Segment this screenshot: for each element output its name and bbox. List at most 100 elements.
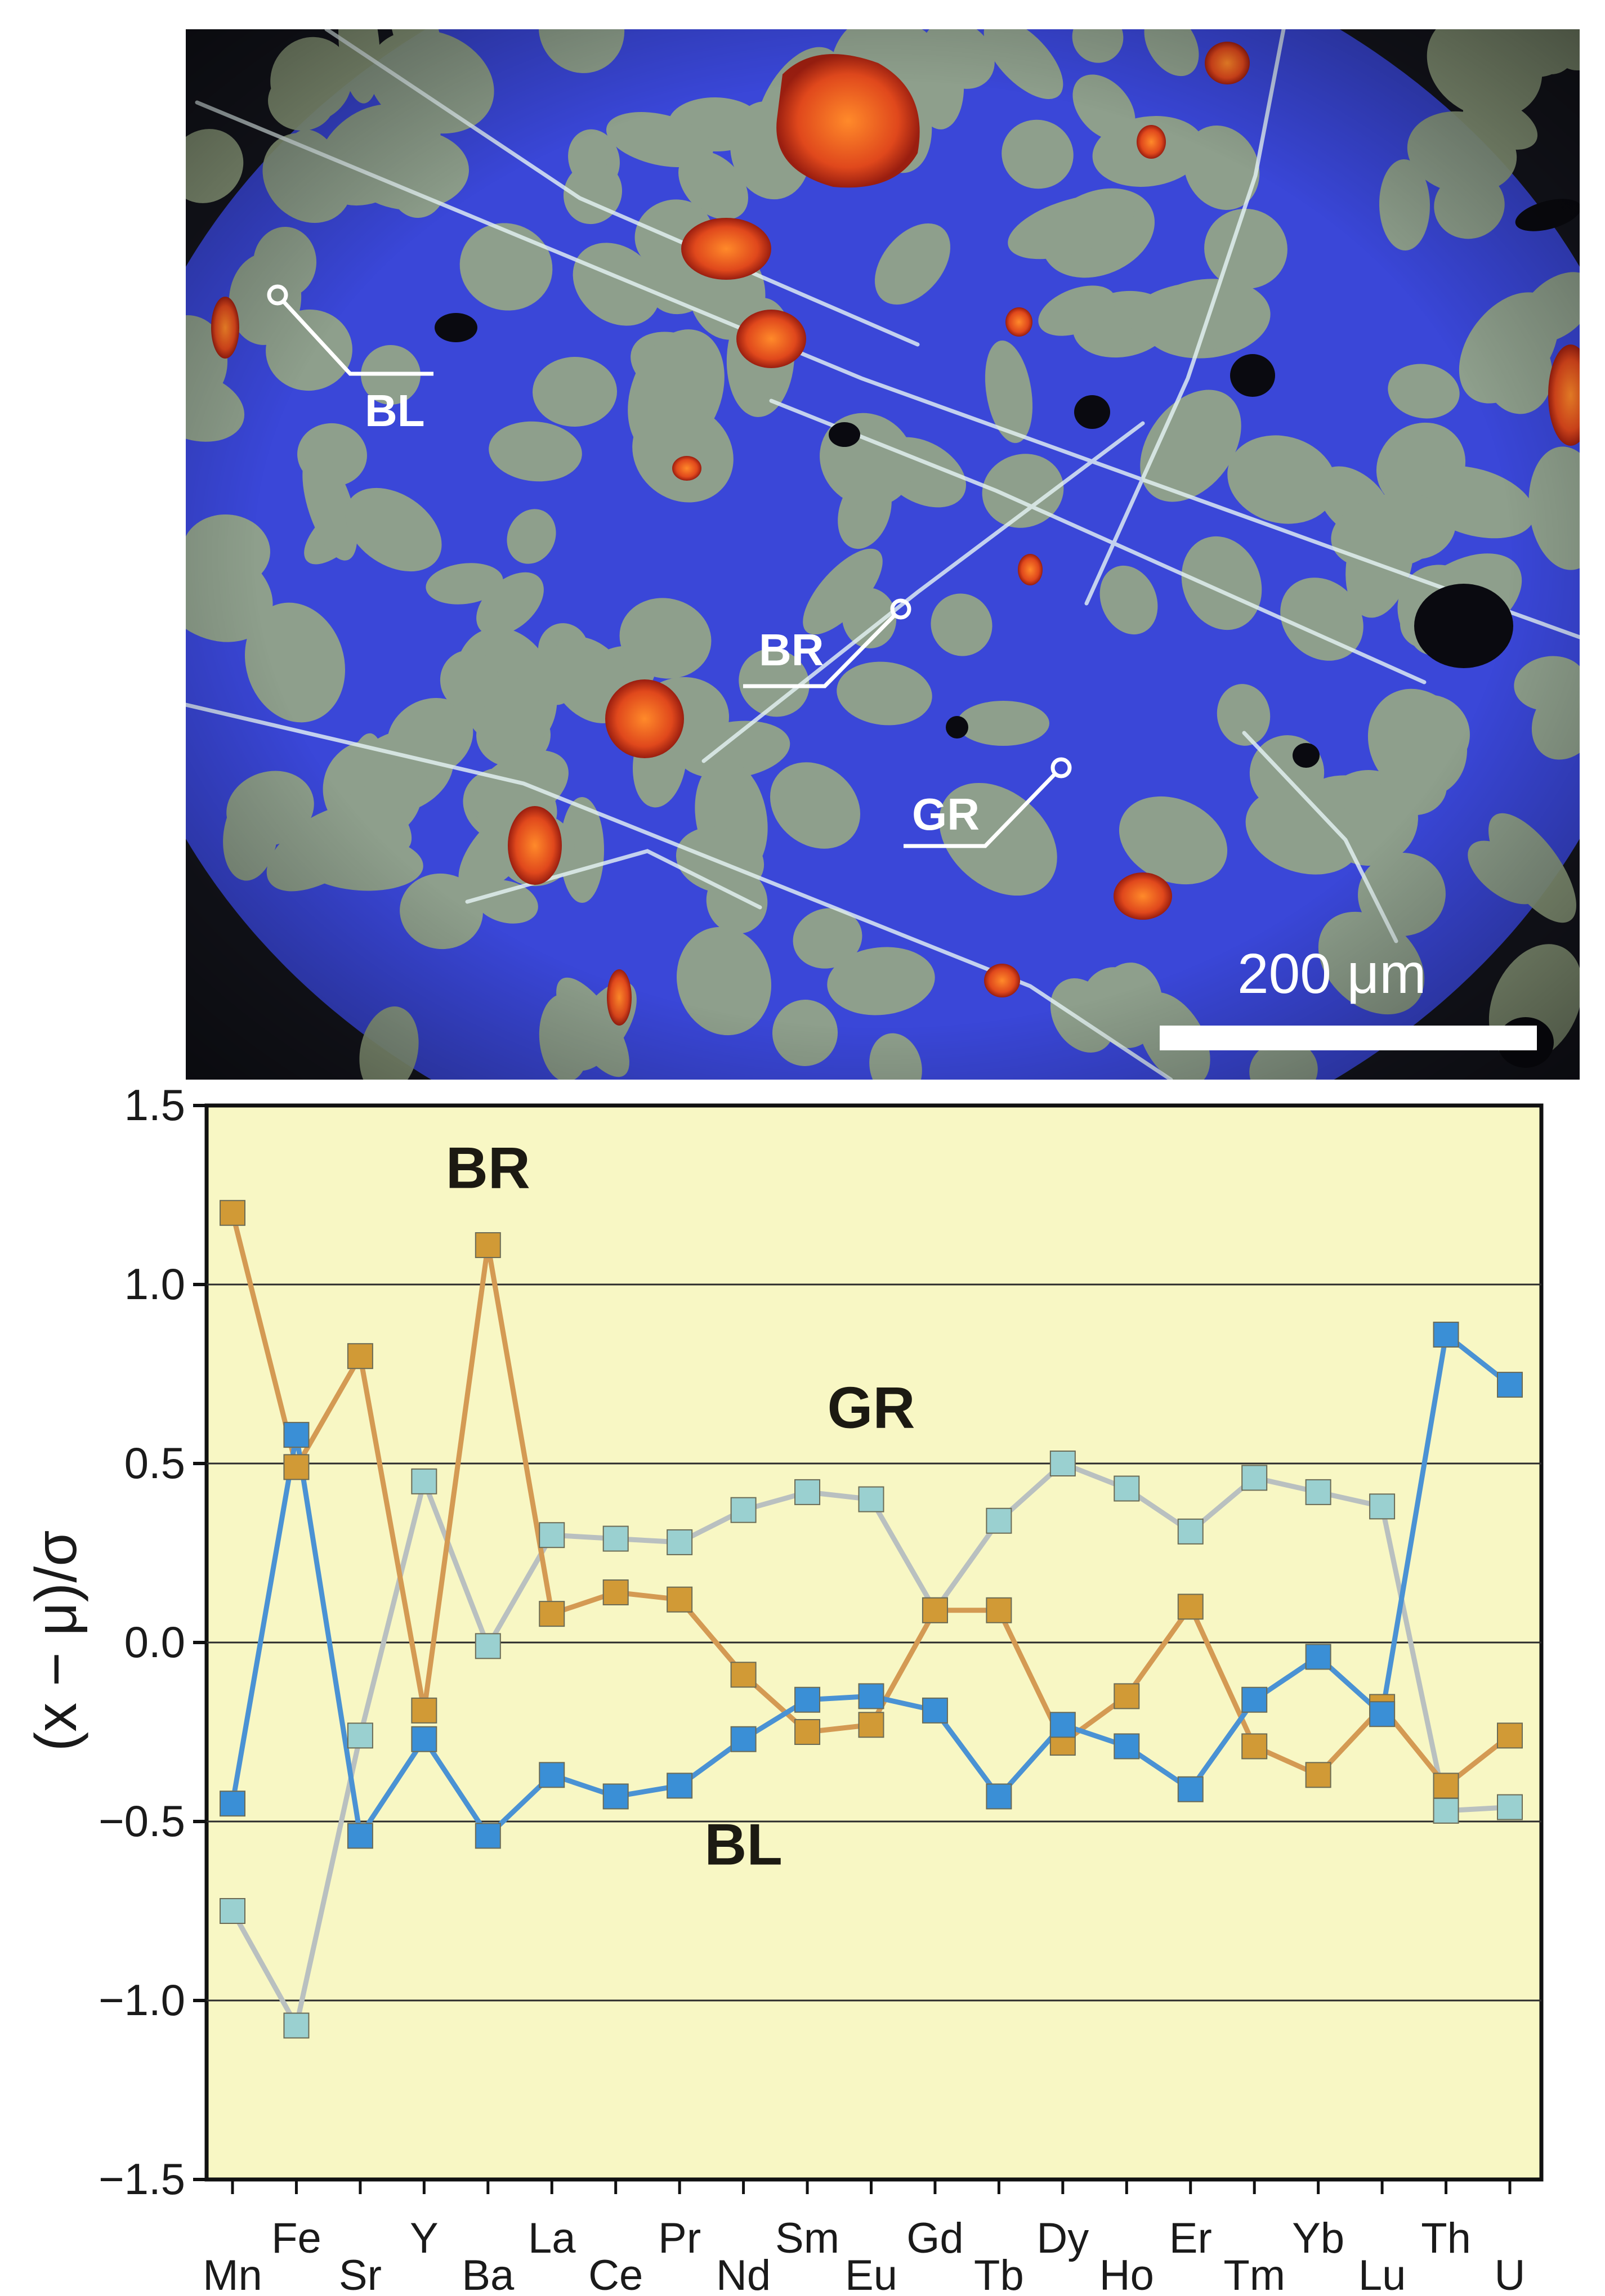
x-tick-label: Mn [203,2252,262,2296]
data-point-bl [1305,1644,1331,1670]
x-tick-label: Tb [974,2252,1024,2296]
data-point-gr [858,1486,884,1512]
data-point-gr [1497,1794,1523,1820]
scale-bar-label: 200 μm [1237,942,1427,1005]
x-tick-label: Y [410,2214,439,2262]
data-point-bl [475,1823,501,1849]
label-bl: BL [365,386,425,436]
data-point-br [1433,1773,1459,1799]
x-tick-label: Th [1421,2214,1471,2262]
y-axis-label: (x − μ)/σ [24,1530,89,1752]
data-point-br [667,1586,693,1613]
data-point-br [858,1712,884,1738]
location-marker-bl [267,284,433,376]
data-point-bl [539,1762,565,1788]
data-point-br [283,1454,310,1480]
data-point-gr [1305,1479,1331,1505]
data-point-bl [411,1726,437,1752]
x-tick-label: Nd [716,2252,771,2296]
y-tick-label: 1.0 [124,1259,185,1309]
series-points [220,1200,1523,2039]
data-point-br [220,1200,245,1226]
data-point-br [1177,1594,1204,1620]
data-point-bl [1433,1322,1459,1348]
data-point-br [922,1597,948,1623]
location-marker-br [743,598,911,688]
data-point-bl [602,1783,629,1810]
x-tick-label: Tm [1223,2252,1285,2296]
x-tick-label: Ho [1099,2252,1154,2296]
series-labels: GR BR BL [446,1135,915,1877]
data-point-bl [986,1783,1012,1810]
series-label-bl: BL [704,1812,783,1877]
data-point-br [1114,1683,1140,1709]
x-tick-label: Ce [588,2252,643,2296]
series-label-gr: GR [828,1375,915,1440]
data-point-bl [667,1773,693,1799]
y-tick-label: 0.5 [124,1438,185,1488]
data-point-gr [475,1633,501,1659]
data-point-gr [283,2012,310,2039]
data-point-gr [667,1529,693,1555]
data-point-gr [411,1468,437,1494]
series-label-br: BR [446,1135,530,1201]
x-tick-label: Dy [1036,2214,1089,2262]
gridlines [207,1283,1541,2002]
scale-bar [1160,1026,1537,1050]
data-point-br [794,1719,821,1745]
data-point-bl [858,1683,884,1709]
micrograph-image: BL BR GR 200 μm [186,29,1580,1080]
x-tick-label: Fe [271,2214,321,2262]
x-tick-label: Yb [1292,2214,1344,2262]
location-marker-gr [904,757,1072,848]
x-tick-label: Sr [339,2252,382,2296]
data-point-bl [1114,1733,1140,1760]
data-point-gr [1369,1493,1396,1520]
data-point-gr [602,1525,629,1552]
data-point-gr [794,1479,821,1505]
x-tick-label: Lu [1358,2252,1406,2296]
data-point-bl [220,1791,245,1817]
data-point-br [411,1697,437,1724]
data-point-bl [794,1686,821,1713]
data-point-br [1241,1733,1268,1760]
data-point-bl [922,1697,948,1724]
x-tick-label: La [528,2214,576,2262]
y-tick-label: −1.0 [99,1975,185,2025]
x-tick-label: Pr [658,2214,701,2262]
data-point-gr [1049,1451,1076,1476]
data-point-br [539,1601,565,1627]
data-point-gr [1177,1518,1204,1545]
data-point-bl [1177,1776,1204,1802]
data-point-bl [283,1422,310,1448]
data-point-gr [986,1507,1012,1534]
data-point-br [475,1232,501,1259]
data-point-br [347,1343,373,1369]
data-point-bl [1241,1686,1268,1713]
data-point-gr [1241,1465,1268,1491]
y-tick-label: 0.0 [124,1617,185,1667]
data-point-br [986,1597,1012,1623]
data-point-bl [347,1823,373,1849]
y-tick-label: 1.5 [124,1086,185,1130]
data-point-gr [1114,1475,1140,1502]
x-tick-label: U [1495,2252,1526,2296]
data-point-br [1305,1762,1331,1788]
data-point-gr [730,1497,757,1523]
y-tick-label: −0.5 [99,1796,185,1846]
x-tick-label: Ba [462,2252,515,2296]
data-point-bl [1497,1372,1523,1398]
y-tick-label: −1.5 [99,2154,185,2204]
x-tick-label: Gd [906,2214,963,2262]
data-point-gr [1433,1797,1459,1824]
data-point-br [730,1662,757,1688]
data-point-bl [1369,1701,1396,1727]
x-tick-label: Sm [775,2214,839,2262]
y-axis: 1.5 1.0 0.5 0.0 −0.5 −1.0 −1.5 [99,1086,207,2204]
data-point-bl [1049,1712,1076,1738]
data-point-br [1497,1722,1523,1749]
data-point-gr [539,1522,565,1548]
x-tick-label: Eu [845,2252,897,2296]
